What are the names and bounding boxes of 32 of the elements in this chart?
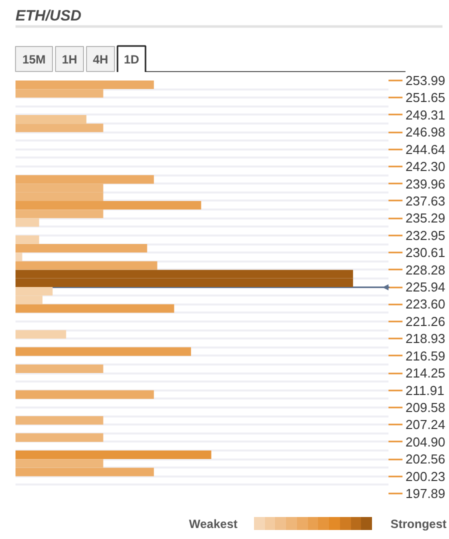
y-tick-label: 253.99 bbox=[406, 73, 446, 88]
text: Strongest bbox=[390, 517, 447, 531]
y-tick-label: 207.24 bbox=[406, 417, 446, 432]
y-tick-label: 244.64 bbox=[406, 142, 446, 157]
y-tick-label: 237.63 bbox=[406, 193, 446, 208]
y-tick-label: 251.65 bbox=[406, 90, 446, 106]
y-tick-label: 225.94 bbox=[406, 280, 446, 294]
text: 15M bbox=[22, 52, 46, 66]
text: 4H bbox=[92, 52, 108, 66]
y-tick-label: 221.26 bbox=[406, 314, 446, 329]
y-tick-label: 204.90 bbox=[406, 434, 446, 450]
y-tick-label: 197.89 bbox=[406, 486, 446, 501]
y-tick-label: 235.29 bbox=[406, 210, 446, 226]
y-tick-label: 218.93 bbox=[406, 331, 446, 346]
y-tick-label: 232.95 bbox=[406, 228, 446, 243]
y-tick-label: 200.23 bbox=[406, 468, 446, 484]
y-tick-label: 223.60 bbox=[406, 296, 446, 312]
y-tick-label: 216.59 bbox=[406, 348, 446, 364]
y-tick-label: 239.96 bbox=[406, 176, 446, 192]
y-tick-label: 228.28 bbox=[406, 262, 446, 278]
y-tick-label: 230.61 bbox=[406, 245, 446, 260]
y-tick-label: 249.31 bbox=[406, 107, 446, 122]
y-tick-label: 211.91 bbox=[406, 382, 444, 398]
y-tick-label: 214.25 bbox=[406, 366, 446, 381]
text: Weakest bbox=[189, 517, 238, 531]
y-tick-label: 209.58 bbox=[406, 400, 446, 415]
text: 1H bbox=[62, 52, 78, 66]
chart-title: ETH/USD bbox=[16, 8, 82, 24]
y-tick-label: 242.30 bbox=[406, 159, 446, 174]
text: 1D bbox=[124, 52, 140, 66]
y-tick-label: 202.56 bbox=[406, 452, 446, 467]
y-tick-label: 246.98 bbox=[406, 124, 446, 140]
